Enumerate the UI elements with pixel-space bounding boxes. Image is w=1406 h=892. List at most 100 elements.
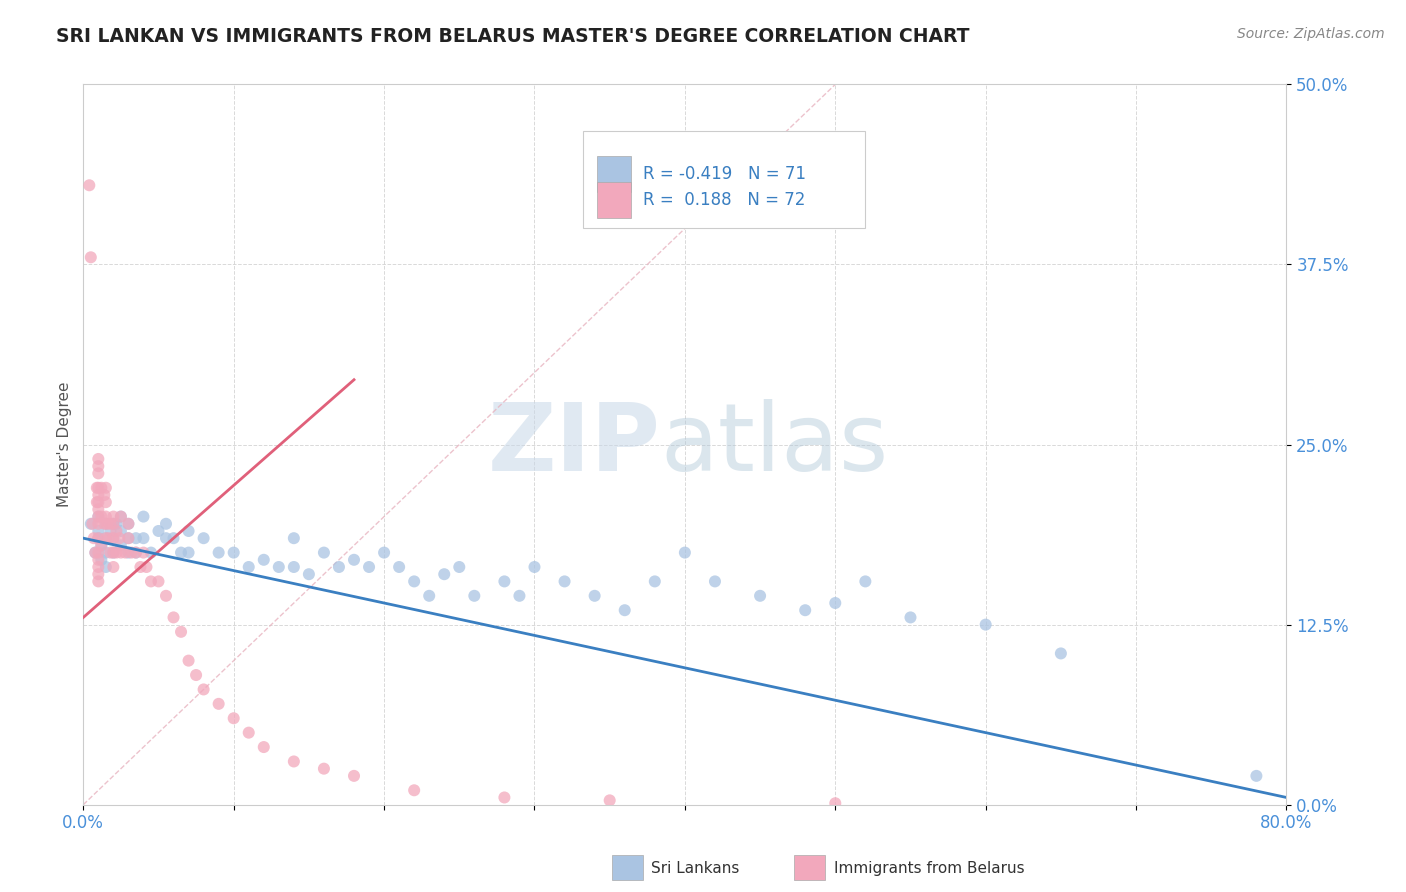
Point [108, 531, 131, 545]
Point [94, 560, 117, 574]
Point [87, 452, 110, 467]
Point [298, 567, 321, 582]
Text: SRI LANKAN VS IMMIGRANTS FROM BELARUS MASTER'S DEGREE CORRELATION CHART: SRI LANKAN VS IMMIGRANTS FROM BELARUS MA… [56, 27, 970, 45]
Point [79, 178, 101, 193]
Point [853, 574, 876, 589]
Point [704, 574, 727, 589]
Point [117, 531, 139, 545]
Point [184, 668, 207, 682]
Point [132, 546, 155, 560]
Point [418, 589, 440, 603]
Point [193, 682, 215, 697]
Point [117, 531, 139, 545]
Point [155, 589, 177, 603]
Point [110, 538, 132, 552]
Point [208, 546, 231, 560]
Point [87, 509, 110, 524]
Point [93, 516, 115, 531]
Point [824, 796, 846, 810]
Point [110, 524, 132, 538]
Point [148, 524, 170, 538]
Point [96, 516, 118, 531]
FancyBboxPatch shape [598, 156, 631, 193]
Point [129, 560, 152, 574]
Point [80, 516, 103, 531]
Point [93, 488, 115, 502]
Text: ZIP: ZIP [488, 399, 661, 491]
Point [155, 531, 177, 545]
Point [357, 560, 380, 574]
Point [90, 553, 112, 567]
Point [87, 524, 110, 538]
Point [90, 538, 112, 552]
Point [94, 495, 117, 509]
Point [97, 531, 120, 545]
Point [208, 697, 231, 711]
Point [94, 531, 117, 545]
Point [90, 509, 112, 524]
Y-axis label: Master's Degree: Master's Degree [58, 382, 72, 508]
Point [554, 574, 576, 589]
Point [177, 524, 200, 538]
Point [80, 250, 103, 264]
Text: R = -0.419   N = 71: R = -0.419 N = 71 [643, 166, 806, 184]
Point [87, 467, 110, 481]
Point [148, 574, 170, 589]
Point [155, 516, 177, 531]
Point [87, 574, 110, 589]
Point [87, 546, 110, 560]
Text: Immigrants from Belarus: Immigrants from Belarus [834, 862, 1025, 876]
Point [135, 560, 157, 574]
Point [94, 481, 117, 495]
Point [283, 560, 305, 574]
Point [84, 546, 107, 560]
Point [87, 531, 110, 545]
Point [253, 553, 276, 567]
Point [749, 589, 772, 603]
Point [673, 546, 696, 560]
Point [87, 560, 110, 574]
Point [117, 516, 139, 531]
Point [267, 560, 290, 574]
Point [87, 481, 110, 495]
Point [90, 481, 112, 495]
Point [583, 589, 606, 603]
Point [94, 546, 117, 560]
Point [132, 531, 155, 545]
Point [222, 546, 245, 560]
Point [87, 553, 110, 567]
Text: Sri Lankans: Sri Lankans [651, 862, 740, 876]
Point [974, 617, 997, 632]
Point [87, 567, 110, 582]
Point [105, 546, 128, 560]
Point [87, 495, 110, 509]
Point [87, 531, 110, 545]
Point [599, 793, 621, 807]
Point [388, 560, 411, 574]
Point [404, 574, 426, 589]
Point [82, 516, 104, 531]
Point [103, 531, 125, 545]
Point [433, 567, 456, 582]
Point [177, 654, 200, 668]
Point [125, 546, 148, 560]
Point [193, 531, 215, 545]
Point [103, 509, 125, 524]
Point [105, 524, 128, 538]
Point [1050, 647, 1073, 661]
Point [508, 589, 530, 603]
Point [170, 546, 193, 560]
FancyBboxPatch shape [582, 131, 865, 228]
Text: atlas: atlas [661, 399, 889, 491]
Point [312, 546, 335, 560]
Point [222, 711, 245, 725]
Point [98, 516, 121, 531]
Point [94, 509, 117, 524]
Text: Source: ZipAtlas.com: Source: ZipAtlas.com [1237, 27, 1385, 41]
Point [523, 560, 546, 574]
Point [117, 516, 139, 531]
Point [312, 762, 335, 776]
Point [283, 755, 305, 769]
Point [253, 740, 276, 755]
Point [87, 459, 110, 474]
